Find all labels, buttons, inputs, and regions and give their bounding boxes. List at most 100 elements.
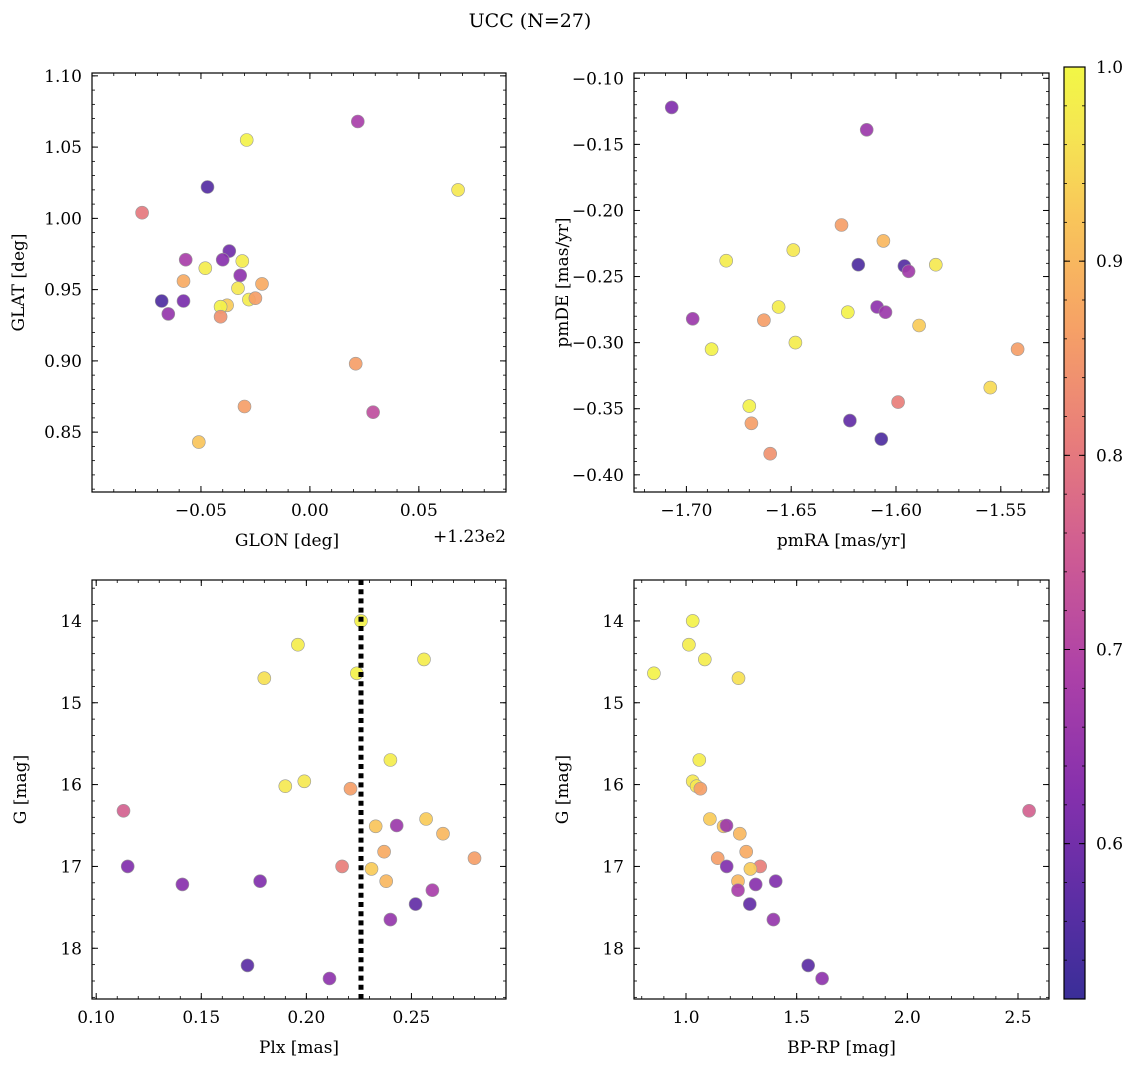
axes-frame — [91, 72, 507, 493]
data-point — [710, 851, 725, 866]
x-tick-label: −1.70 — [660, 501, 712, 521]
data-point — [451, 183, 465, 197]
x-tick-label: 2.0 — [894, 1008, 921, 1028]
data-point — [379, 874, 394, 889]
y-axis-label: GLAT [deg] — [9, 233, 29, 331]
colorbar-gradient — [1064, 67, 1085, 999]
y-tick-label: −0.15 — [572, 135, 624, 155]
data-point — [350, 114, 365, 129]
x-axis-label: GLON [deg] — [235, 531, 339, 551]
data-point — [834, 218, 849, 232]
data-point — [364, 862, 379, 876]
data-point — [743, 862, 758, 876]
x-tick-label: 0.15 — [182, 1008, 220, 1028]
data-point — [874, 432, 889, 446]
data-point — [116, 803, 131, 818]
colorbar-tick-label: 0.7 — [1096, 641, 1123, 661]
x-tick-label: −1.60 — [870, 501, 922, 521]
y-axis-label: pmDE [mas/yr] — [553, 217, 573, 347]
data-point — [176, 294, 191, 308]
data-point — [840, 305, 855, 320]
y-tick-label: 15 — [60, 694, 82, 714]
data-point — [240, 958, 255, 973]
x-tick-label: 0.25 — [393, 1008, 431, 1028]
data-point — [348, 356, 363, 371]
axes-frame — [633, 579, 1050, 1000]
data-point — [771, 300, 786, 314]
data-point — [704, 342, 719, 357]
data-point — [192, 435, 206, 449]
data-point — [682, 637, 696, 652]
x-tick-label: 0.10 — [77, 1008, 115, 1028]
data-point — [135, 205, 149, 220]
data-point — [255, 277, 269, 291]
data-point — [213, 309, 228, 324]
data-point — [253, 874, 267, 889]
data-point — [878, 305, 893, 320]
data-point — [436, 826, 450, 841]
data-point — [788, 335, 803, 350]
data-point — [120, 859, 135, 874]
x-tick-label: −1.55 — [975, 501, 1027, 521]
data-point — [467, 851, 482, 866]
y-tick-label: −0.30 — [572, 334, 624, 354]
y-tick-label: −0.35 — [572, 400, 624, 420]
data-point — [291, 637, 305, 652]
y-tick-label: 1.05 — [44, 138, 82, 158]
y-tick-label: 14 — [60, 612, 82, 632]
data-point — [239, 133, 254, 147]
data-point — [732, 826, 747, 841]
x-axis-label: pmRA [mas/yr] — [777, 531, 906, 551]
data-point — [322, 971, 337, 986]
x-axis-label: BP-RP [mag] — [787, 1038, 896, 1058]
colorbar: 0.6 0.7 0.8 0.9 1.0 — [1063, 58, 1123, 1000]
data-point — [692, 753, 707, 767]
data-point — [366, 405, 380, 420]
data-point — [815, 971, 829, 986]
data-point — [843, 413, 857, 428]
data-point — [719, 859, 734, 874]
data-point — [891, 395, 905, 409]
data-point — [235, 254, 250, 268]
data-point — [757, 313, 771, 328]
x-tick-label: −0.05 — [175, 501, 227, 521]
y-tick-label: 18 — [60, 939, 82, 959]
data-point — [176, 274, 191, 288]
data-point — [693, 781, 708, 796]
x-tick-label: 1.0 — [672, 1008, 699, 1028]
y-tick-label: 16 — [602, 776, 624, 796]
data-point — [719, 818, 734, 833]
data-point — [786, 243, 801, 257]
y-tick-label: 1.00 — [44, 209, 82, 229]
x-tick-label: 2.5 — [1004, 1008, 1031, 1028]
data-point — [231, 281, 245, 296]
data-point — [200, 180, 215, 194]
data-point — [664, 100, 679, 115]
data-point — [739, 844, 754, 859]
y-tick-label: 14 — [602, 612, 624, 632]
data-point — [748, 877, 763, 892]
data-point — [425, 883, 440, 898]
data-point — [697, 652, 712, 667]
data-point — [744, 416, 759, 431]
data-point — [901, 264, 916, 279]
data-point — [742, 897, 757, 911]
y-axis-label: G [mag] — [11, 755, 31, 824]
x-tick-label: 0.00 — [291, 501, 329, 521]
scatter-panel-2: −1.70 −1.65 −1.60 −1.55 −0.40 −0.35 −0.30 −0.25… — [553, 69, 1050, 551]
y-tick-label: 0.90 — [44, 352, 82, 372]
data-point — [766, 912, 781, 927]
data-point — [297, 774, 312, 789]
y-tick-label: 18 — [602, 939, 624, 959]
data-point — [408, 897, 423, 911]
colorbar-tick-label: 1.0 — [1096, 58, 1123, 78]
y-tick-label: 16 — [60, 776, 82, 796]
data-point — [368, 819, 383, 834]
y-tick-label: 1.10 — [44, 67, 82, 87]
data-point — [912, 318, 926, 333]
x-axis-label: Plx [mas] — [259, 1038, 339, 1058]
data-point — [419, 812, 433, 826]
data-point — [768, 874, 783, 889]
data-point — [154, 294, 169, 308]
